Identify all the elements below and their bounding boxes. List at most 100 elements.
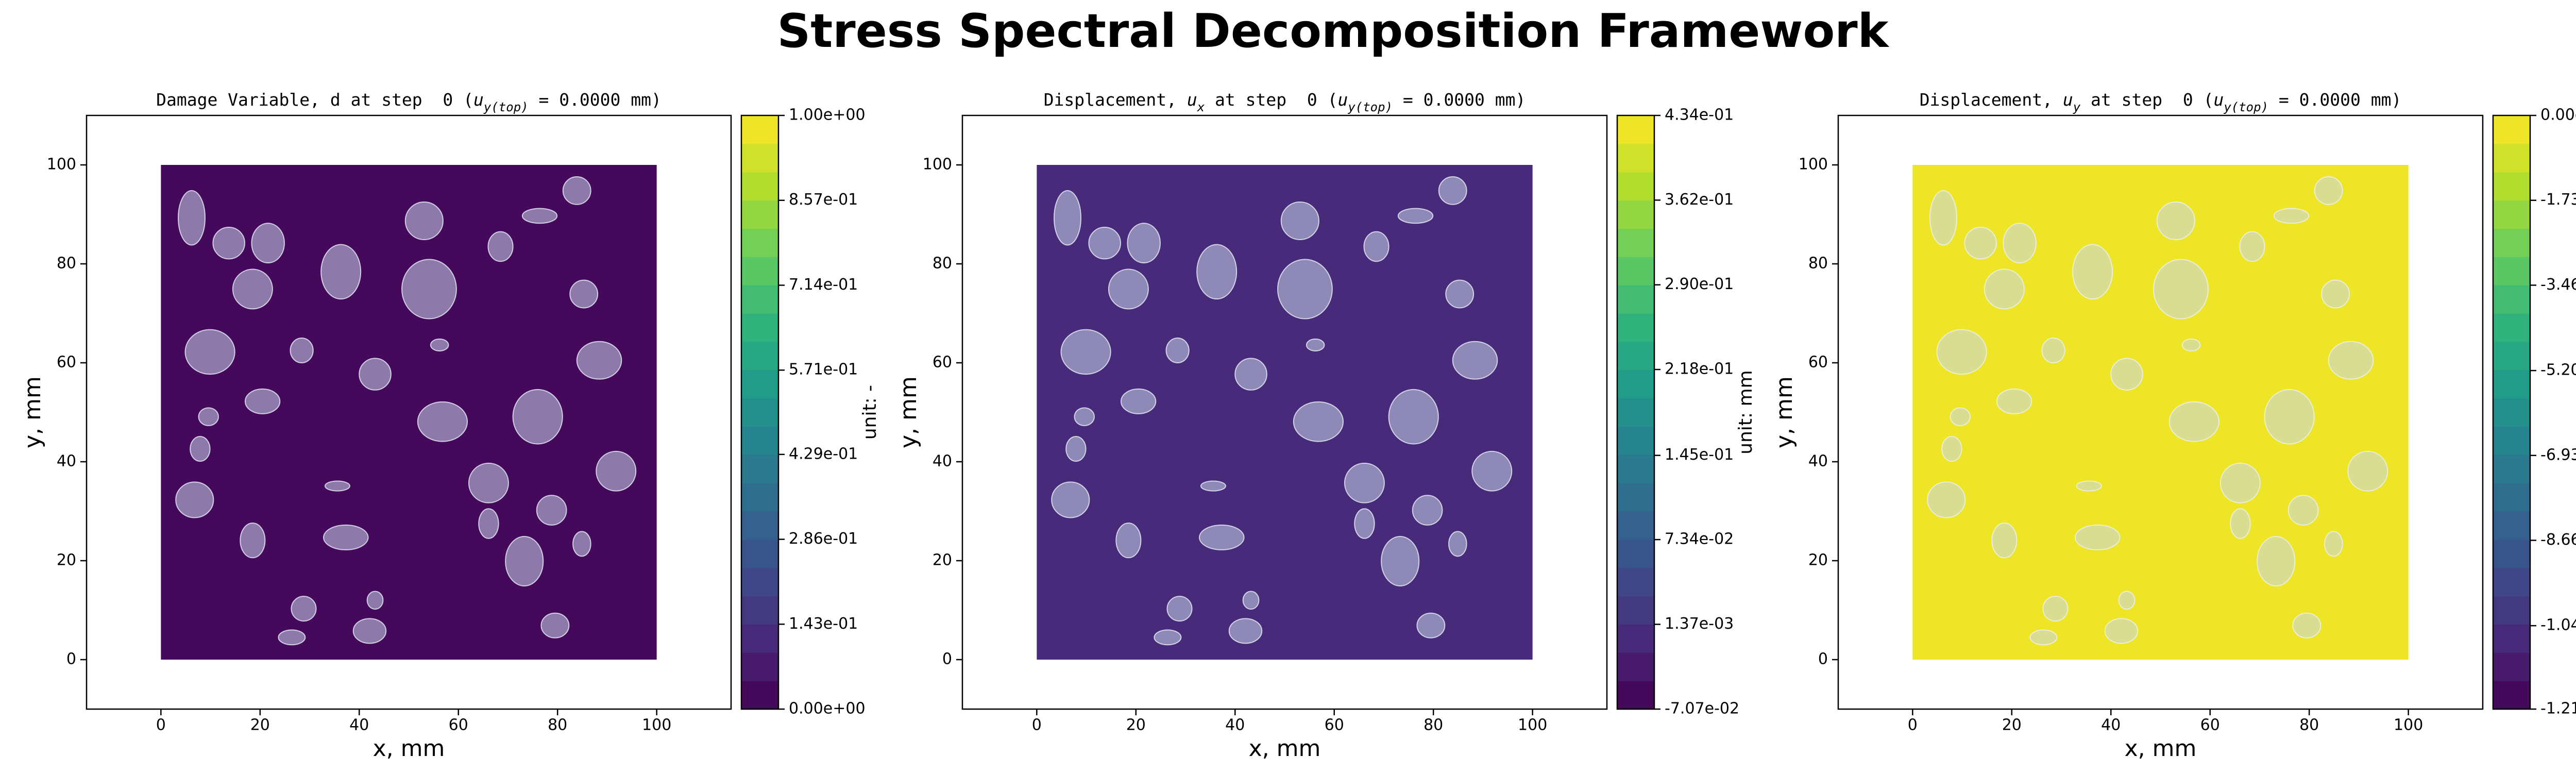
inclusion (1065, 436, 1087, 462)
y-tick-label: 60 (933, 354, 952, 372)
colorbar-band (2493, 398, 2530, 427)
title-part: Damage Variable, d at step 0 ( (156, 90, 473, 110)
inclusion (2153, 259, 2209, 320)
colorbar-band (741, 200, 778, 229)
inclusion (562, 176, 591, 205)
inclusion (576, 341, 622, 380)
inclusion (1051, 481, 1090, 518)
colorbar-band (2493, 200, 2530, 229)
title-part: y(top) (483, 100, 529, 114)
inclusion (278, 629, 306, 646)
colorbar-band (1617, 257, 1654, 285)
title-part: x (1197, 100, 1205, 114)
colorbar-tick-label: -8.66e-01 (2540, 531, 2576, 549)
title-part: y(top) (1347, 100, 1393, 114)
inclusion (178, 190, 206, 246)
x-tick-label: 100 (642, 716, 671, 734)
inclusion (1991, 523, 2018, 559)
inclusion (572, 531, 591, 557)
inclusion (417, 401, 468, 442)
inclusion (1228, 618, 1263, 644)
inclusion (1166, 596, 1193, 622)
inclusion (1388, 389, 1439, 445)
inclusion (596, 450, 637, 492)
inclusion (2287, 495, 2319, 526)
title-part: Displacement, (1920, 90, 2063, 110)
colorbar-tick-label: 5.71e-01 (789, 361, 858, 379)
y-tick-label: 40 (1808, 452, 1828, 470)
inclusion (323, 524, 369, 550)
inclusion (1198, 524, 1245, 550)
inclusion (2156, 201, 2195, 240)
inclusion (190, 436, 211, 462)
colorbar-tick-label: 0.00e+00 (2540, 106, 2576, 124)
inclusion (1471, 450, 1513, 492)
colorbar-tick-label: 1.37e-03 (1665, 615, 1734, 633)
inclusion (2314, 176, 2343, 205)
x-axis-label: x, mm (373, 735, 445, 762)
inclusion (521, 208, 558, 224)
colorbar-band (1617, 567, 1654, 597)
colorbar-band (741, 539, 778, 568)
inclusion (2292, 612, 2321, 638)
colorbar-band (1617, 624, 1654, 653)
inclusion (1438, 176, 1467, 205)
inclusion (1936, 329, 1987, 375)
colorbar-band (1617, 426, 1654, 455)
inclusion (1154, 629, 1182, 646)
inclusion (1115, 523, 1142, 559)
inclusion (2029, 629, 2058, 646)
inclusion (1074, 407, 1095, 426)
title-part: at step 0 ( (2080, 90, 2213, 110)
colorbar-band (2493, 652, 2530, 681)
inclusion (487, 231, 514, 262)
colorbar-band (741, 257, 778, 285)
inclusion (2041, 338, 2065, 363)
colorbar-label: unit: - (859, 385, 880, 440)
inclusion (1416, 612, 1446, 638)
panel-title: Damage Variable, d at step 0 (uy(top) = … (156, 90, 662, 115)
inclusion (251, 223, 285, 264)
y-axis-label: y, mm (20, 376, 46, 448)
inclusion (2257, 535, 2296, 586)
inclusion (1242, 591, 1260, 610)
colorbar-band (741, 681, 778, 710)
y-tick-label: 0 (942, 650, 952, 668)
inclusion (1344, 462, 1385, 503)
colorbar-band (2493, 115, 2530, 144)
inclusion (2239, 231, 2265, 262)
inclusion (1381, 535, 1420, 586)
x-tick-label: 60 (449, 716, 468, 734)
inclusion (2076, 480, 2102, 492)
colorbar-band (741, 567, 778, 597)
colorbar-band (741, 369, 778, 399)
colorbar-tick-label: 2.86e-01 (789, 530, 858, 548)
colorbar-band (1617, 455, 1654, 483)
x-tick-label: 60 (2200, 716, 2220, 734)
inclusion (512, 389, 563, 445)
y-tick-label: 60 (1808, 354, 1828, 372)
colorbar-band (2493, 681, 2530, 710)
colorbar-tick-label: 1.00e+00 (789, 106, 866, 124)
inclusion (430, 338, 449, 351)
x-tick-label: 20 (1126, 716, 1146, 734)
colorbar-tick-label: 1.45e-01 (1665, 446, 1734, 464)
title-part: y(top) (2223, 100, 2268, 114)
y-tick-label: 60 (57, 354, 76, 372)
inclusion (2273, 208, 2310, 224)
title-part: u (1337, 90, 1348, 110)
inclusion (2104, 618, 2139, 644)
colorbar-band (741, 172, 778, 201)
inclusion (1363, 231, 1389, 262)
inclusion (1165, 338, 1190, 363)
title-part: = 0.0000 mm) (2268, 90, 2401, 110)
colorbar-band (1617, 143, 1654, 173)
x-tick-label: 40 (1225, 716, 1245, 734)
inclusion (1448, 531, 1467, 557)
colorbar-band (2493, 511, 2530, 540)
colorbar-band (741, 398, 778, 427)
colorbar-band (1617, 200, 1654, 229)
colorbar-band (741, 652, 778, 681)
inclusion (569, 279, 599, 309)
